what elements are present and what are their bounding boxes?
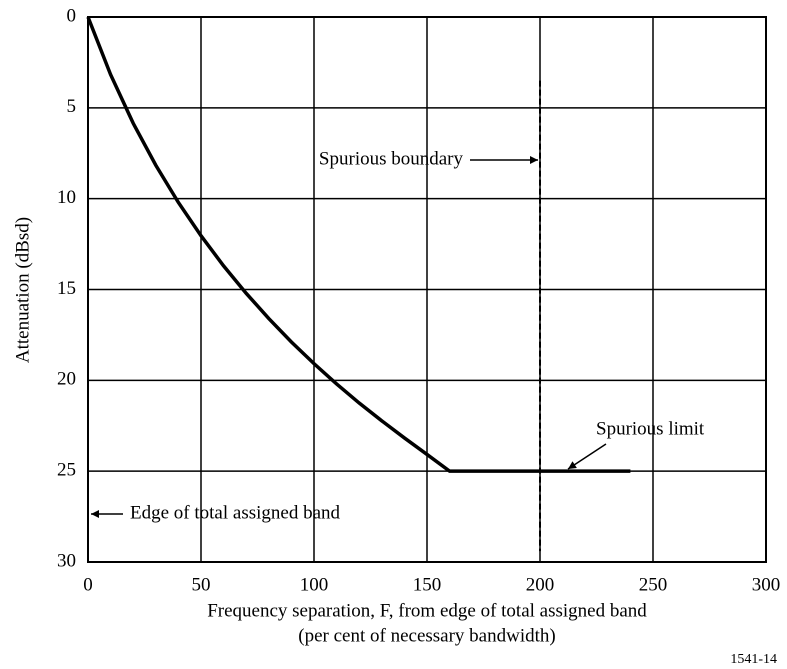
x-tick-label: 150 [413, 574, 442, 595]
y-tick-label: 5 [67, 96, 77, 117]
x-tick-label: 200 [526, 574, 555, 595]
annotation-arrow [567, 443, 607, 470]
x-tick-label: 0 [83, 574, 93, 595]
x-axis-label: Frequency separation, F, from edge of to… [207, 600, 647, 621]
x-tick-label: 50 [192, 574, 211, 595]
x-tick-label: 300 [752, 574, 781, 595]
x-tick-label: 100 [300, 574, 329, 595]
annotation: Spurious boundary [319, 148, 464, 169]
y-tick-label: 0 [67, 5, 77, 26]
y-tick-label: 10 [57, 187, 76, 208]
x-axis-label: (per cent of necessary bandwidth) [298, 625, 555, 646]
plot-frame [87, 16, 767, 563]
y-tick-label: 20 [57, 369, 76, 390]
y-tick-label: 30 [57, 550, 76, 571]
y-tick-label: 15 [57, 278, 76, 299]
data-line [86, 16, 631, 473]
y-tick-label: 25 [57, 460, 76, 481]
figure-id: 1541-14 [730, 652, 777, 667]
annotation: Spurious limit [596, 418, 705, 439]
x-tick-label: 250 [639, 574, 668, 595]
annotation: Edge of total assigned band [130, 502, 341, 523]
y-axis-label: Attenuation (dBsd) [12, 217, 33, 363]
